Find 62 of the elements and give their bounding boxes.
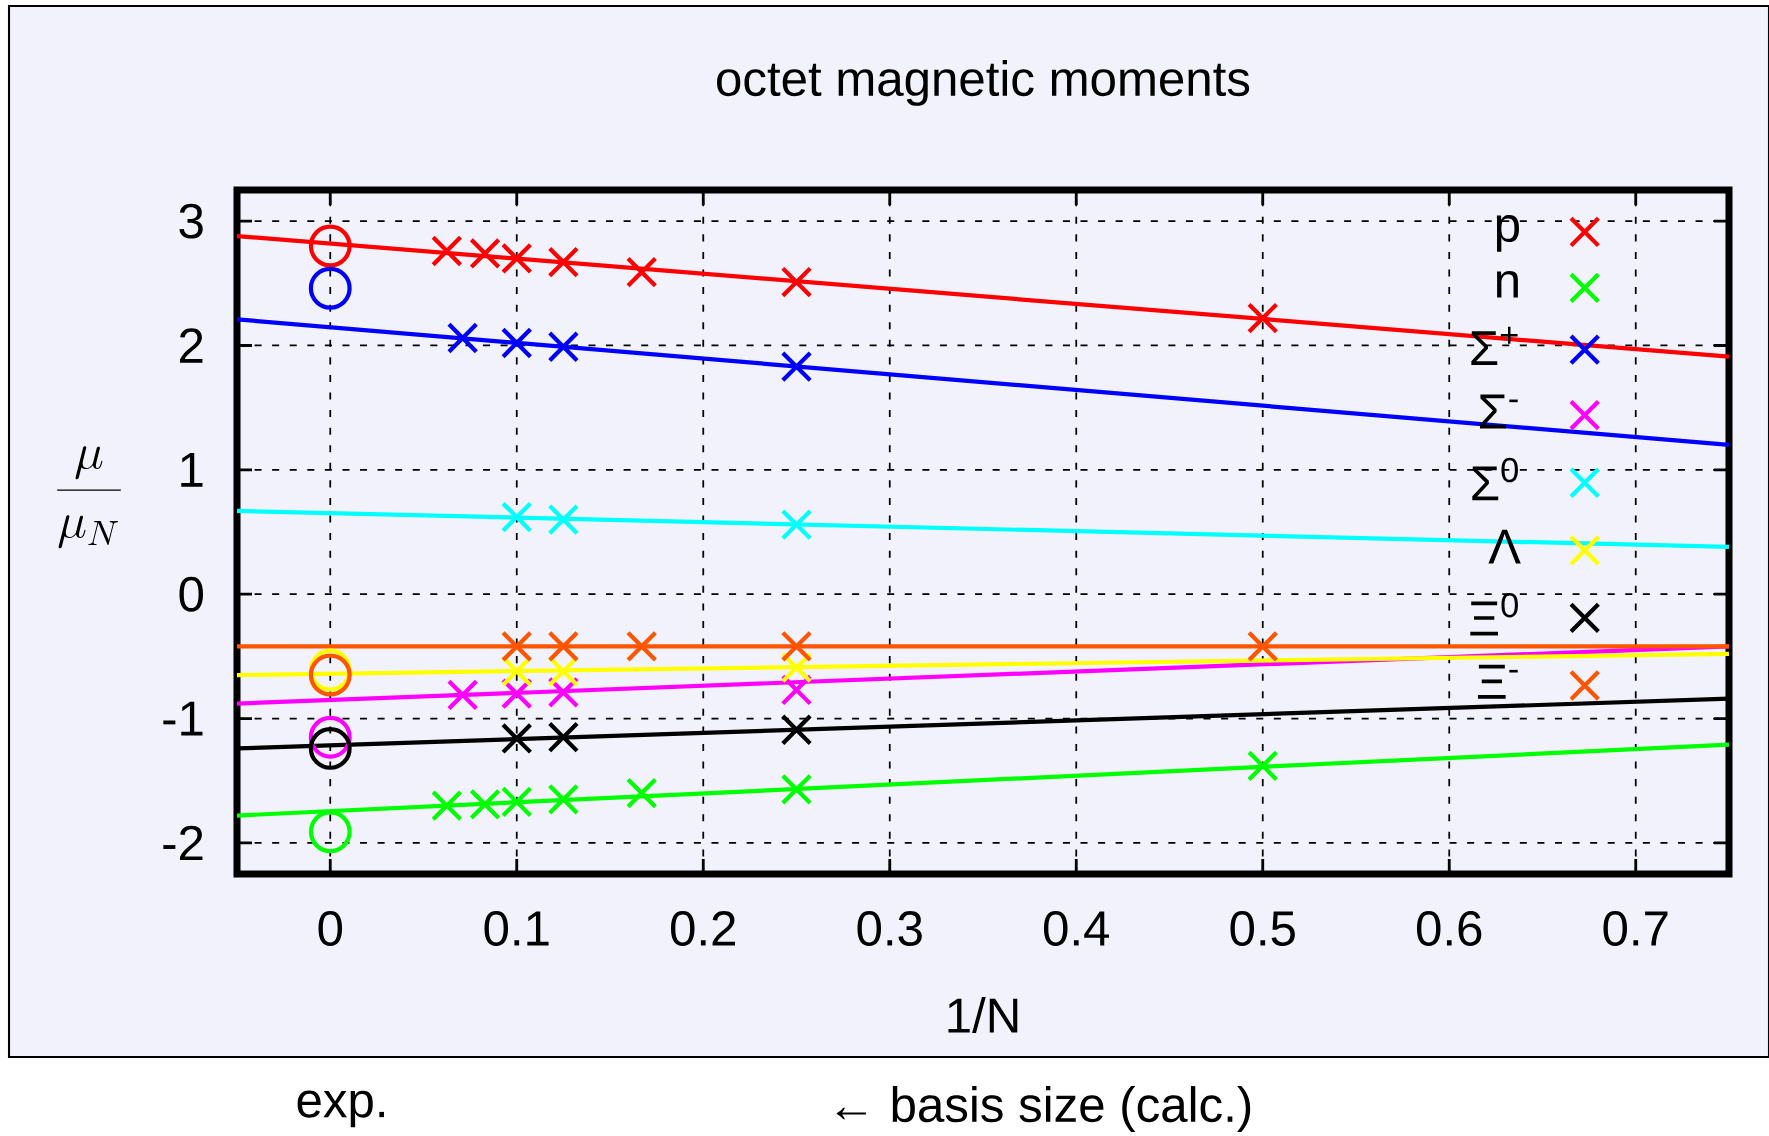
x-tick-label: 0.5 (1230, 911, 1295, 946)
y-tick-label: 1 (181, 452, 203, 487)
point (780, 651, 813, 684)
text: exp. (297, 1090, 385, 1128)
point (547, 630, 580, 663)
point (780, 508, 813, 541)
legend-label: n (1496, 270, 1518, 298)
point (431, 235, 463, 267)
x-tick-label: 0.3 (857, 911, 922, 946)
y-tick-label: 2 (180, 328, 203, 363)
x-axis-title: 1/N (948, 996, 1018, 1034)
y-tick-label: -1 (163, 701, 203, 736)
point (1246, 302, 1279, 334)
point (780, 773, 813, 806)
point (500, 501, 533, 533)
point (446, 679, 479, 711)
point (308, 715, 352, 759)
point (500, 630, 533, 663)
legend-label: p (1496, 215, 1519, 252)
point (500, 722, 533, 755)
point (780, 674, 813, 706)
y-tick-label: 0 (179, 576, 203, 612)
x-tick-label: 0 (318, 911, 343, 946)
point (547, 676, 580, 709)
point (547, 246, 580, 278)
x-tick-label: 0.1 (484, 911, 549, 946)
point (547, 330, 580, 363)
y-axis-title: $\frac{\mu}{\mu_N}$ (57, 446, 121, 549)
text: ← basis size (calc.) (836, 1086, 1251, 1132)
point (547, 721, 580, 753)
point (431, 789, 463, 822)
point (547, 503, 580, 536)
point (780, 350, 813, 383)
point (308, 266, 352, 310)
x-tick-label: 0.4 (1043, 911, 1109, 946)
x-tick-label: 0.7 (1603, 911, 1668, 946)
legend-label: Σ$^{-}$ (1480, 394, 1518, 429)
point (1246, 630, 1279, 663)
x-tick-label: 0.6 (1416, 911, 1482, 946)
point (308, 810, 352, 854)
point (500, 242, 533, 275)
legend-label: Ξ$^{0}$ (1470, 593, 1518, 636)
point (446, 322, 479, 354)
point (780, 630, 813, 663)
y-tick-label: -2 (163, 825, 203, 861)
point (780, 266, 813, 298)
y-tick-label: 3 (179, 203, 203, 239)
legend-label: Σ$^{0}$ (1472, 457, 1518, 501)
point (308, 726, 352, 770)
point (469, 237, 501, 270)
x-tick-label: 0.2 (670, 911, 735, 946)
point (500, 677, 533, 710)
point (500, 327, 533, 359)
point (1246, 750, 1279, 782)
point (308, 224, 352, 268)
chart-title: octet magnetic moments (717, 60, 1250, 106)
point (547, 783, 580, 816)
point (780, 713, 813, 746)
point (625, 630, 658, 663)
point (625, 777, 658, 809)
legend-label: Ξ$^{-}$ (1477, 664, 1518, 699)
point (625, 256, 658, 288)
